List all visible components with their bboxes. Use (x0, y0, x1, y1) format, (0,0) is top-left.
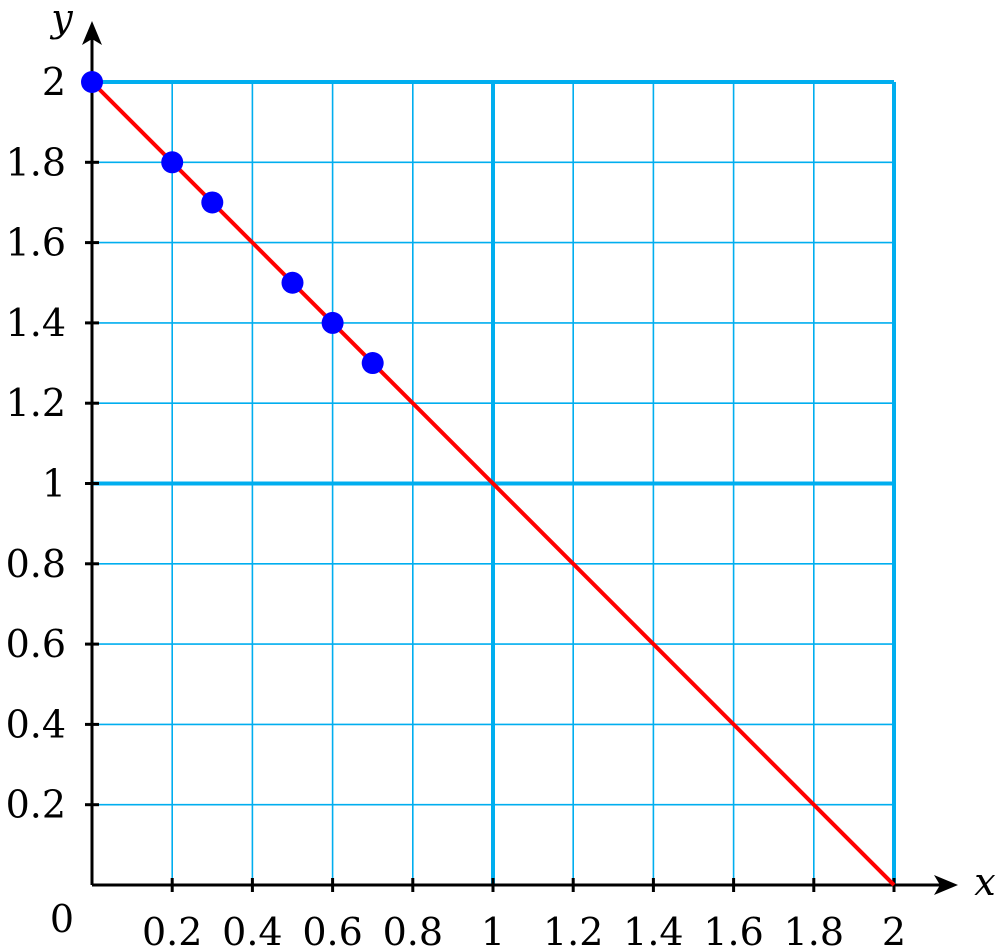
grid (92, 80, 896, 885)
x-tick-label: 0.8 (383, 910, 443, 946)
x-axis-label: x (974, 860, 995, 904)
trend-line (90, 80, 896, 887)
data-point (281, 271, 304, 294)
x-tick-label: 1.2 (543, 910, 603, 946)
y-tick-label: 1.8 (6, 140, 66, 184)
y-axis-arrow-icon (82, 21, 102, 45)
data-point (81, 71, 103, 93)
data-point (321, 311, 344, 334)
x-tick-label: 0.6 (302, 910, 362, 946)
y-tick-label: 2 (42, 60, 66, 104)
y-axis-label: y (49, 0, 73, 40)
y-tick-label: 1 (42, 462, 66, 506)
origin-label: 0 (50, 897, 74, 941)
x-tick-label: 1.4 (623, 910, 683, 946)
y-tick-label: 0.6 (6, 622, 66, 666)
x-tick-label: 2 (882, 910, 906, 946)
data-point (361, 352, 384, 375)
ticks: 0.2 0.4 0.6 0.8 1 1.2 1.4 1.6 1.8 2 0.2 0.4 0.6 0.8 1 1… (6, 60, 907, 946)
x-tick-label: 1.6 (703, 910, 763, 946)
y-tick-label: 0.8 (6, 542, 66, 586)
x-tick-label: 0.2 (142, 910, 202, 946)
data-point (161, 151, 184, 174)
data-points (81, 71, 384, 375)
y-tick-label: 1.2 (6, 381, 66, 425)
trend-line-layer (90, 80, 896, 887)
data-point (201, 191, 224, 214)
x-axis-arrow-icon (934, 875, 958, 895)
y-tick-label: 1.6 (6, 221, 66, 265)
x-tick-label: 1.8 (784, 910, 844, 946)
axes (82, 21, 958, 895)
y-tick-label: 1.4 (6, 301, 66, 345)
y-tick-label: 0.2 (6, 783, 66, 827)
x-tick-label: 1 (481, 910, 505, 946)
y-tick-label: 0.4 (6, 702, 66, 746)
x-tick-label: 0.4 (222, 910, 282, 946)
